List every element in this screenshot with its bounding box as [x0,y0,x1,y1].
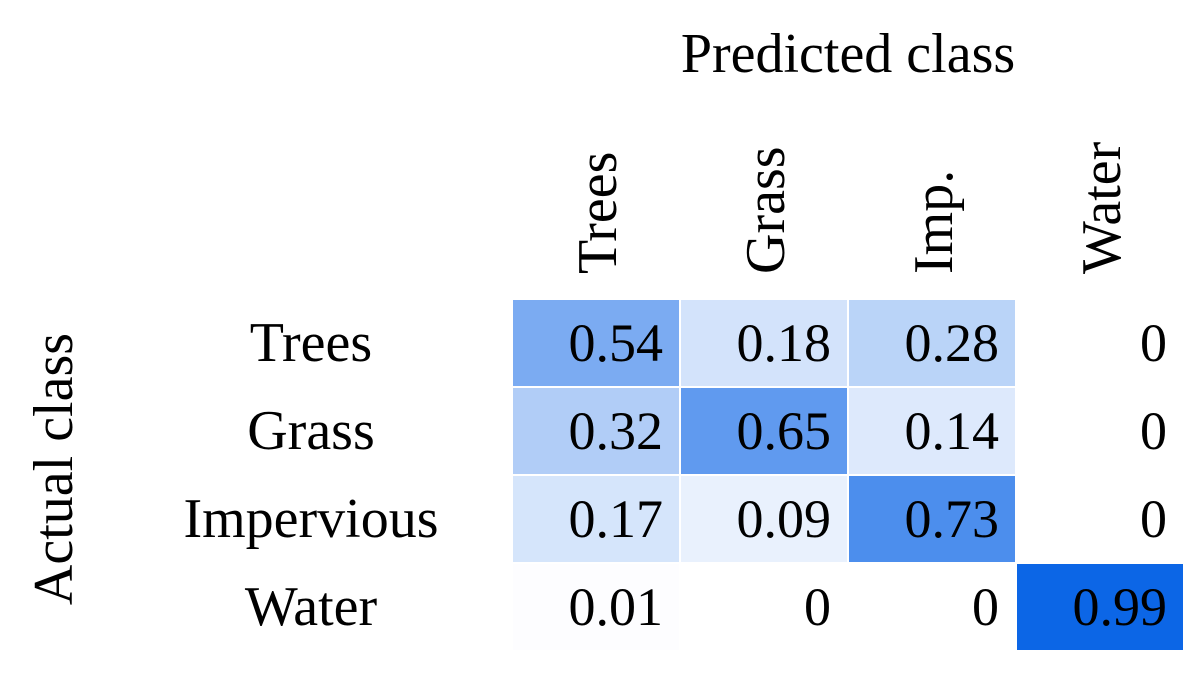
heatmap-cell [1017,300,1183,386]
cell-value: 0 [804,577,831,637]
x-tick-label: Imp. [903,170,965,274]
heatmap-cells [513,300,1183,650]
cell-value: 0 [1140,313,1167,373]
cell-value: 0 [1140,401,1167,461]
cell-value: 0 [972,577,999,637]
heatmap-cell [849,476,1015,562]
cell-value: 0.73 [905,489,1000,549]
y-tick-labels: Trees Grass Impervious Water [183,312,438,638]
heatmap-cell [513,300,679,386]
heatmap-cell [681,564,847,650]
heatmap-cell [513,564,679,650]
heatmap-cell [513,476,679,562]
cell-value: 0.28 [905,313,1000,373]
cell-value: 0.54 [569,313,664,373]
y-tick-label: Trees [250,312,372,374]
heatmap-cell [681,300,847,386]
cell-value: 0.09 [737,489,832,549]
x-tick-label: Trees [567,152,629,274]
cell-value: 0.18 [737,313,832,373]
heatmap-cell [513,388,679,474]
heatmap-cell [1017,564,1183,650]
y-tick-label: Grass [247,400,375,462]
heatmap-cell [849,300,1015,386]
cell-value: 0 [1140,489,1167,549]
y-tick-label: Impervious [183,488,438,550]
cell-value-labels: 0.54 0.18 0.28 0 0.32 0.65 0.14 0 0.17 0.09 0.73 0 0… [569,313,1168,637]
cell-value: 0.17 [569,489,664,549]
heatmap-cell [1017,476,1183,562]
heatmap-cell [1017,388,1183,474]
cell-value: 0.32 [569,401,664,461]
y-axis-label: Actual class [23,333,85,605]
x-tick-labels: Trees Grass Imp. Water [567,141,1133,274]
cell-value: 0.01 [569,577,664,637]
heatmap-cell [681,476,847,562]
y-tick-label: Water [245,576,378,638]
cell-value: 0.99 [1073,577,1168,637]
heatmap-cell [681,388,847,474]
x-tick-label: Water [1071,141,1133,274]
x-axis-label: Predicted class [681,23,1015,85]
heatmap-cell [849,388,1015,474]
heatmap-cell [849,564,1015,650]
x-tick-label: Grass [735,146,797,274]
cell-value: 0.65 [737,401,832,461]
cell-value: 0.14 [905,401,1000,461]
